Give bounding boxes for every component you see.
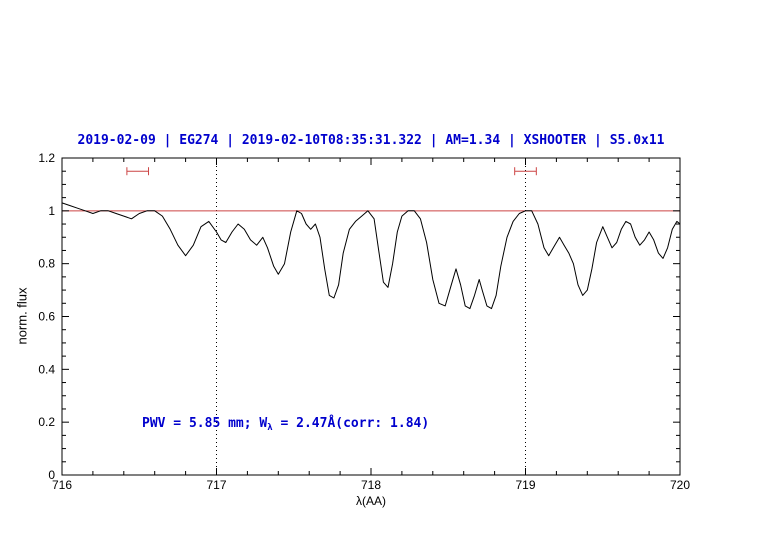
y-tick-label: 1 <box>48 204 55 218</box>
x-tick-label: 720 <box>670 478 690 492</box>
y-tick-label: 0 <box>48 468 55 482</box>
y-tick-label: 0.2 <box>38 415 55 429</box>
y-tick-label: 0.4 <box>38 362 55 376</box>
pwv-annotation-suffix: = 2.47Å(corr: 1.84) <box>272 416 430 431</box>
x-tick-label: 718 <box>361 478 381 492</box>
y-tick-label: 1.2 <box>38 151 55 165</box>
spectrum-line <box>61 202 681 310</box>
pwv-annotation: PWV = 5.85 mm; Wλ = 2.47Å(corr: 1.84) <box>142 416 429 433</box>
x-tick-label: 716 <box>52 478 72 492</box>
x-tick-label: 719 <box>515 478 535 492</box>
x-tick-label: 717 <box>206 478 226 492</box>
y-tick-label: 0.8 <box>38 257 55 271</box>
pwv-annotation-prefix: PWV = 5.85 mm; W <box>142 416 268 431</box>
y-tick-label: 0.6 <box>38 310 55 324</box>
plot-title: 2019-02-09 | EG274 | 2019-02-10T08:35:31… <box>77 133 665 148</box>
x-axis-label: λ(AA) <box>356 494 386 508</box>
pwv-annotation-subscript: λ <box>267 423 273 433</box>
